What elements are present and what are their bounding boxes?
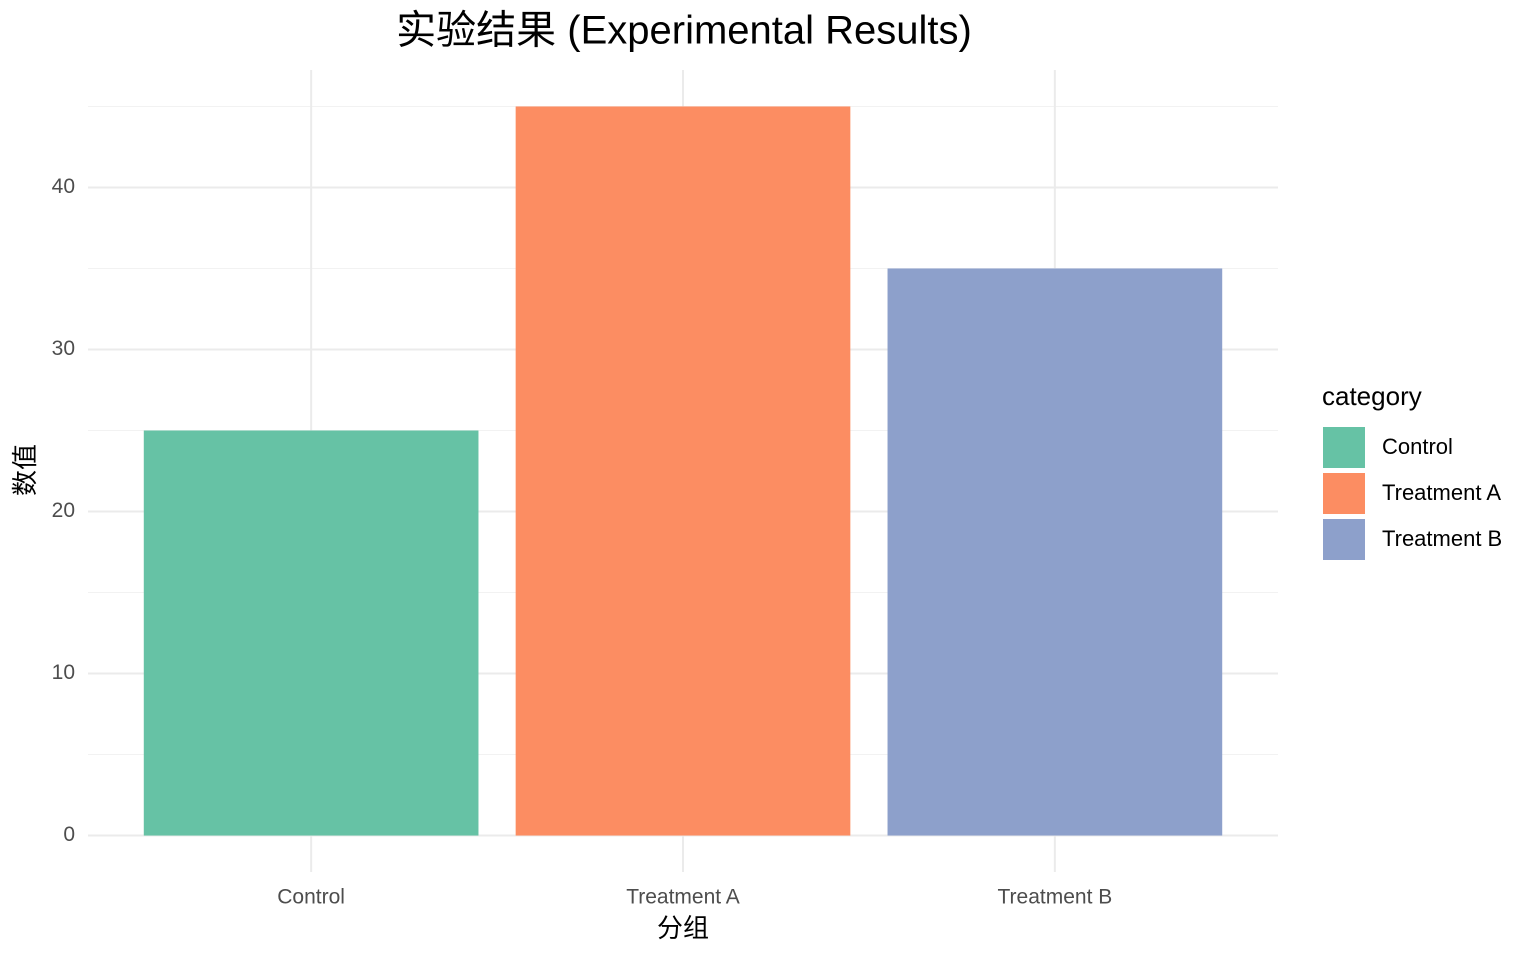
bar <box>143 430 479 836</box>
x-axis-title: 分组 <box>657 913 709 943</box>
legend: category Control Treatment A Treatment B <box>1322 381 1502 560</box>
legend-key <box>1323 519 1365 560</box>
y-tick-label: 0 <box>63 823 75 846</box>
x-tick-label: Control <box>277 886 345 909</box>
legend-label: Control <box>1382 434 1453 459</box>
legend-key <box>1323 473 1365 514</box>
y-tick-label: 40 <box>52 175 75 198</box>
bar <box>515 106 851 836</box>
bar <box>887 268 1223 836</box>
x-tick-label: Treatment A <box>626 886 740 909</box>
legend-label: Treatment B <box>1382 526 1502 551</box>
x-tick-label: Treatment B <box>997 886 1112 909</box>
y-tick-label: 10 <box>52 661 75 684</box>
legend-key <box>1323 427 1365 468</box>
y-tick-label: 30 <box>52 337 75 360</box>
chart-title: 实验结果 (Experimental Results) <box>396 9 972 53</box>
y-axis-title: 数值 <box>10 444 40 496</box>
legend-label: Treatment A <box>1382 480 1501 505</box>
bars <box>143 106 1223 836</box>
legend-title: category <box>1322 381 1422 411</box>
y-tick-label: 20 <box>52 499 75 522</box>
